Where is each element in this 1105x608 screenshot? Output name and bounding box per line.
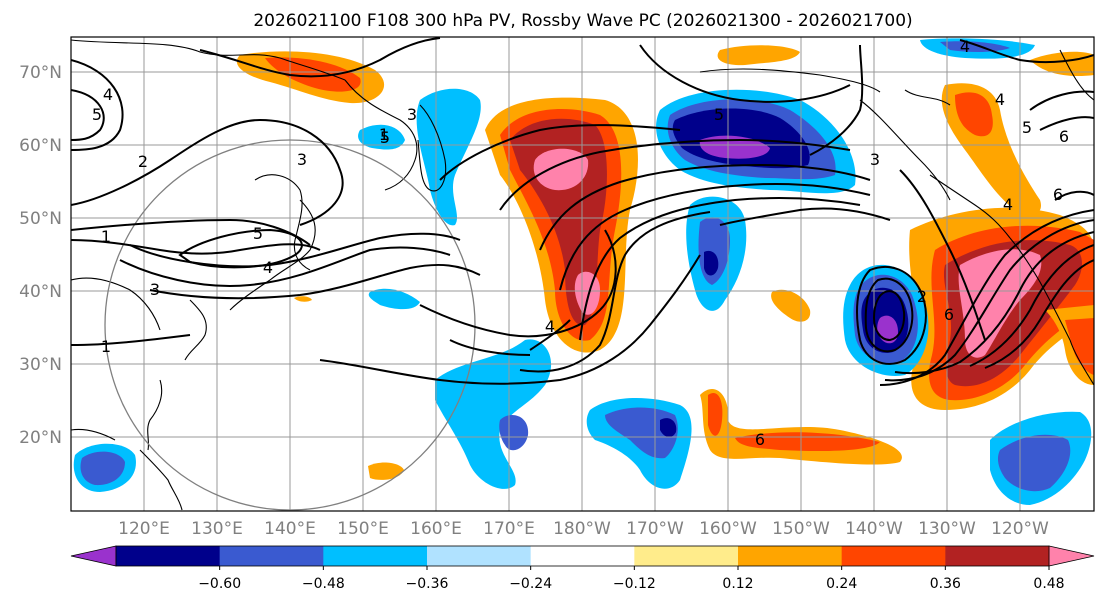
- contour-label: 5: [1022, 118, 1032, 137]
- figure-title: 2026021100 F108 300 hPa PV, Rossby Wave …: [253, 11, 912, 31]
- map-frame: [70, 36, 1095, 512]
- negative-anomaly-shading: [73, 38, 1092, 505]
- lat-label: 40°N: [19, 282, 62, 302]
- contour-label: 3: [150, 280, 160, 299]
- lon-label: 140°E: [264, 519, 316, 539]
- contour-label: 1: [379, 125, 389, 144]
- contour-label: 4: [1003, 195, 1013, 214]
- latitude-labels: 70°N 60°N 50°N 40°N 30°N 20°N: [19, 63, 62, 448]
- colorbar-box: [738, 546, 843, 566]
- lon-label: 130°E: [191, 519, 243, 539]
- colorbar-extend-right: [1048, 545, 1095, 567]
- colorbar-tick-label: −0.12: [613, 576, 656, 592]
- colorbar-box: [219, 546, 324, 566]
- positive-anomaly-shading: [236, 45, 1094, 480]
- contour-label: 6: [755, 430, 765, 449]
- contour-label: 3: [407, 105, 417, 124]
- lat-label: 50°N: [19, 209, 62, 229]
- colorbar-tick-label: 0.24: [826, 576, 857, 592]
- contour-label: 1: [101, 227, 111, 246]
- contour-label: 4: [995, 90, 1005, 109]
- lon-label: 170°E: [483, 519, 535, 539]
- colorbar-box: [116, 546, 221, 566]
- colorbar-box: [634, 546, 739, 566]
- contour-label: 6: [1059, 127, 1069, 146]
- lon-label: 130°W: [918, 519, 976, 539]
- longitude-labels: 120°E 130°E 140°E 150°E 160°E 170°E 180°…: [118, 519, 1049, 539]
- radius-circle: [104, 139, 476, 511]
- colorbar-box: [323, 546, 428, 566]
- contour-label: 5: [714, 105, 724, 124]
- lat-label: 60°N: [19, 136, 62, 156]
- lat-label: 20°N: [19, 428, 62, 448]
- contour-label: 4: [263, 258, 273, 277]
- colorbar-frame: [115, 545, 1050, 567]
- contour-label: 4: [103, 85, 113, 104]
- colorbar-tick-label: −0.60: [198, 576, 241, 592]
- contour-label: 5: [380, 128, 390, 147]
- coastlines: [71, 39, 1094, 511]
- contour-label: 3: [297, 150, 307, 169]
- lon-label: 180°W: [553, 519, 611, 539]
- colorbar-extend-left: [70, 545, 117, 567]
- contour-label: 4: [960, 37, 970, 56]
- lon-label: 140°W: [845, 519, 903, 539]
- contour-label: 6: [944, 305, 954, 324]
- contour-label: 2: [917, 287, 927, 306]
- lon-label: 160°E: [410, 519, 462, 539]
- colorbar-tick-label: 0.12: [722, 576, 753, 592]
- colorbar: −0.60 −0.48 −0.36 −0.24 −0.12 0.12 0.24 0.36 0.4…: [70, 545, 1095, 592]
- contour-label: 3: [870, 150, 880, 169]
- contour-label-group: 4 5 2 1 3 5 4 3 1 1 3 5 4 3 4 6 4 5 6 4 …: [92, 37, 1069, 449]
- lat-label: 70°N: [19, 63, 62, 83]
- lon-label: 120°W: [991, 519, 1049, 539]
- map-panel: 4 5 2 1 3 5 4 3 1 1 3 5 4 3 4 6 4 5 6 4 …: [71, 37, 1094, 511]
- pv-contours: [71, 37, 1094, 386]
- colorbar-box: [427, 546, 532, 566]
- colorbar-box: [841, 546, 946, 566]
- lon-label: 120°E: [118, 519, 170, 539]
- contour-label: 5: [92, 105, 102, 124]
- colorbar-tick-label: −0.36: [406, 576, 449, 592]
- colorbar-tick-label: 0.48: [1033, 576, 1064, 592]
- lon-label: 150°W: [772, 519, 830, 539]
- graticule: [71, 37, 1094, 511]
- colorbar-tick-label: −0.48: [302, 576, 345, 592]
- colorbar-box: [530, 546, 635, 566]
- contour-label: 5: [253, 224, 263, 243]
- contour-label: 4: [545, 317, 555, 336]
- lat-label: 30°N: [19, 355, 62, 375]
- lon-label: 170°W: [626, 519, 684, 539]
- lon-label: 150°E: [337, 519, 389, 539]
- colorbar-tick-label: −0.24: [509, 576, 552, 592]
- colorbar-tick-label: 0.36: [930, 576, 961, 592]
- contour-label: 2: [138, 152, 148, 171]
- lon-label: 160°W: [699, 519, 757, 539]
- colorbar-box: [945, 546, 1050, 566]
- contour-label: 1: [101, 337, 111, 356]
- contour-label: 6: [1053, 185, 1063, 204]
